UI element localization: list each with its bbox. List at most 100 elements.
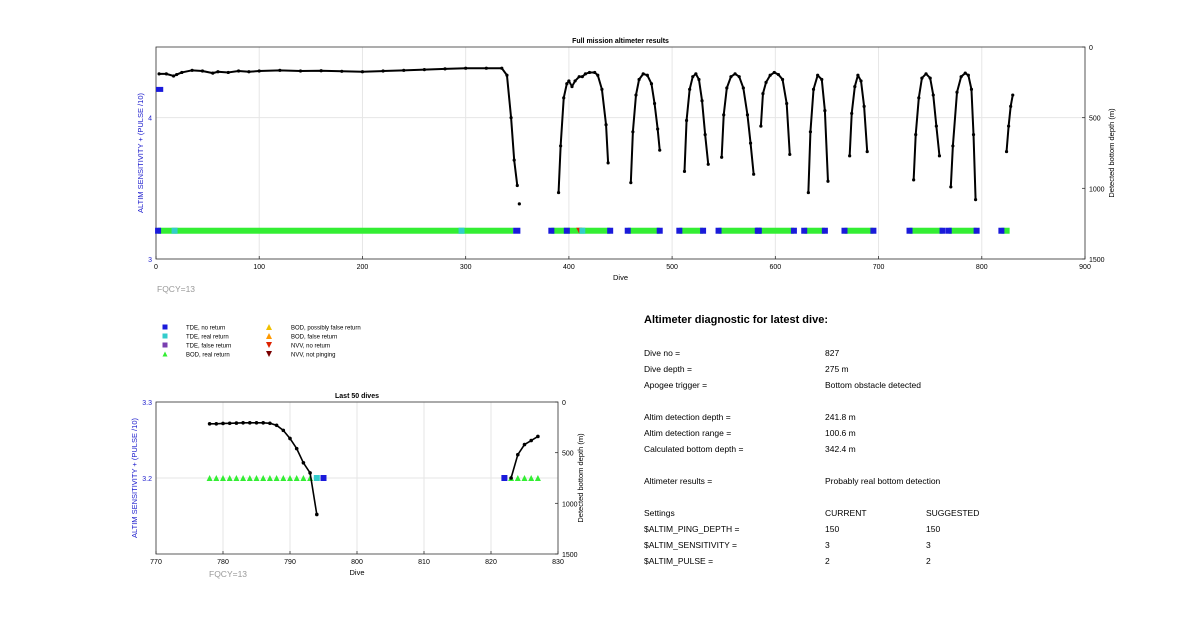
legend-label: NVV, no return [291, 344, 330, 350]
full-mission-x-tick-label: 400 [563, 264, 575, 271]
diagnostic-row-altimeter-results: Altimeter results = Probably real bottom… [644, 476, 1164, 488]
full-mission-status-point [171, 227, 178, 234]
last-50-status-point [521, 475, 528, 481]
full-mission-bottom-depth-point [649, 82, 654, 86]
legend-marker [266, 333, 272, 339]
full-mission-bottom-depth-point [278, 68, 282, 72]
last-50-bottom-depth-point [268, 421, 272, 426]
full-mission-bottom-depth-point [969, 87, 974, 91]
full-mission-bottom-depth-point [629, 181, 633, 185]
settings-suggested: 150 [926, 524, 941, 534]
full-mission-bottom-depth-line [159, 67, 519, 186]
full-mission-bottom-depth-point [806, 190, 810, 195]
diagnostic-label: Apogee trigger = [644, 380, 708, 390]
full-mission-status-band [948, 227, 977, 234]
legend-label: TDE, false return [186, 344, 231, 350]
last-50-x-tick-label: 770 [150, 559, 162, 566]
diagnostic-value: 827 [825, 348, 840, 358]
full-mission-bottom-depth-point [164, 72, 168, 76]
last-50-fqcy-note: FQCY=13 [209, 569, 247, 579]
full-mission-bottom-depth-point [694, 72, 698, 76]
full-mission-bottom-depth-point [917, 96, 921, 100]
full-mission-status-point [607, 227, 614, 234]
full-mission-bottom-depth-point [593, 70, 597, 75]
full-mission-bottom-depth-point [859, 79, 863, 83]
last-50-bottom-depth-point [288, 436, 292, 441]
full-mission-bottom-depth-point [752, 172, 756, 176]
last-50-bottom-depth-point [281, 428, 286, 433]
full-mission-bottom-depth-point [596, 73, 600, 77]
full-mission-bottom-depth-point [820, 77, 824, 82]
full-mission-bottom-depth-point [509, 116, 513, 120]
full-mission-status-band [844, 227, 874, 234]
diagnostic-value: 342.4 m [825, 444, 856, 454]
full-mission-status-band [513, 227, 521, 234]
full-mission-bottom-depth-point [402, 68, 406, 72]
last-50-bottom-depth-point [234, 421, 239, 425]
legend-label: TDE, real return [186, 335, 229, 341]
full-mission-status-band [1001, 227, 1010, 234]
legend-marker [162, 324, 168, 330]
full-mission-bottom-depth-point [606, 161, 610, 165]
full-mission-bottom-depth-point [360, 70, 365, 74]
full-mission-status-point [579, 227, 586, 234]
full-mission-settings-marker [156, 86, 164, 92]
full-mission-bottom-depth-point [319, 69, 323, 73]
full-mission-bottom-depth-point [737, 75, 741, 79]
last-50-bottom-depth-point [227, 421, 232, 426]
full-mission-bottom-depth-point [924, 72, 928, 76]
last-50-status-point [220, 475, 226, 481]
legend-marker [162, 351, 168, 357]
settings-row-sensitivity: $ALTIM_SENSITIVITY = 3 3 [644, 540, 1164, 552]
full-mission-x-tick-label: 800 [976, 264, 988, 271]
full-mission-bottom-depth-point [729, 75, 733, 79]
last-50-y-right-tick-label: 1500 [562, 552, 578, 559]
last-50-x-tick-label: 810 [418, 559, 430, 566]
last-50-status-point [300, 475, 307, 481]
last-50-bottom-depth-line [209, 421, 318, 515]
legend-label: NVV, not pinging [291, 353, 335, 359]
full-mission-bottom-depth-point [600, 87, 604, 91]
full-mission-bottom-depth-point [500, 66, 504, 70]
full-mission-bottom-depth-point [559, 144, 563, 148]
settings-row-pulse: $ALTIM_PULSE = 2 2 [644, 556, 1164, 568]
full-mission-x-tick-label: 900 [1079, 264, 1091, 271]
full-mission-status-point [790, 227, 797, 234]
full-mission-bottom-depth-point [949, 185, 953, 189]
full-mission-bottom-depth-point [631, 130, 635, 134]
settings-current: 150 [825, 524, 840, 534]
full-mission-bottom-depth-point [637, 77, 641, 82]
full-mission-y-right-label: Detected bottom depth (m) [1107, 108, 1116, 198]
full-mission-y-right-tick-label: 0 [1089, 45, 1093, 52]
last-50-bottom-depth-point [261, 420, 266, 425]
full-mission-status-point [676, 227, 683, 234]
full-mission-bottom-depth-point [1011, 93, 1015, 97]
full-mission-bottom-depth-point [211, 71, 215, 75]
settings-row-ping-depth: $ALTIM_PING_DEPTH = 150 150 [644, 524, 1164, 536]
last-50-y-right-tick-label: 1000 [562, 501, 578, 508]
full-mission-status-point [548, 227, 555, 234]
full-mission-bottom-depth-point [226, 70, 230, 75]
last-50-status-point [226, 475, 233, 481]
full-mission-x-tick-label: 0 [154, 264, 158, 271]
settings-header-suggested: SUGGESTED [926, 508, 980, 518]
diagnostic-title: Altimeter diagnostic for latest dive: [644, 314, 828, 326]
last-50-bottom-depth-point [248, 420, 252, 425]
full-mission-bottom-depth-line [1005, 94, 1014, 152]
full-mission-bottom-depth-point [973, 198, 978, 202]
last-50-status-point [266, 475, 273, 481]
legend-label: BOD, false return [291, 335, 337, 341]
last-50-bottom-depth-point [294, 446, 299, 451]
last-50-y-right-tick-label: 500 [562, 451, 574, 458]
full-mission-bottom-depth-point [682, 169, 687, 173]
last-50-status-point [213, 475, 220, 481]
full-mission-status-point [155, 227, 162, 234]
full-mission-status-band [718, 227, 758, 234]
diagnostic-value: 275 m [825, 364, 849, 374]
full-mission-bottom-depth-point [587, 70, 592, 75]
last-50-status-point [528, 475, 535, 481]
full-mission-bottom-depth-point [788, 152, 792, 157]
full-mission-status-point [906, 227, 913, 234]
full-mission-bottom-depth-point [180, 70, 184, 75]
full-mission-status-band [627, 227, 660, 234]
